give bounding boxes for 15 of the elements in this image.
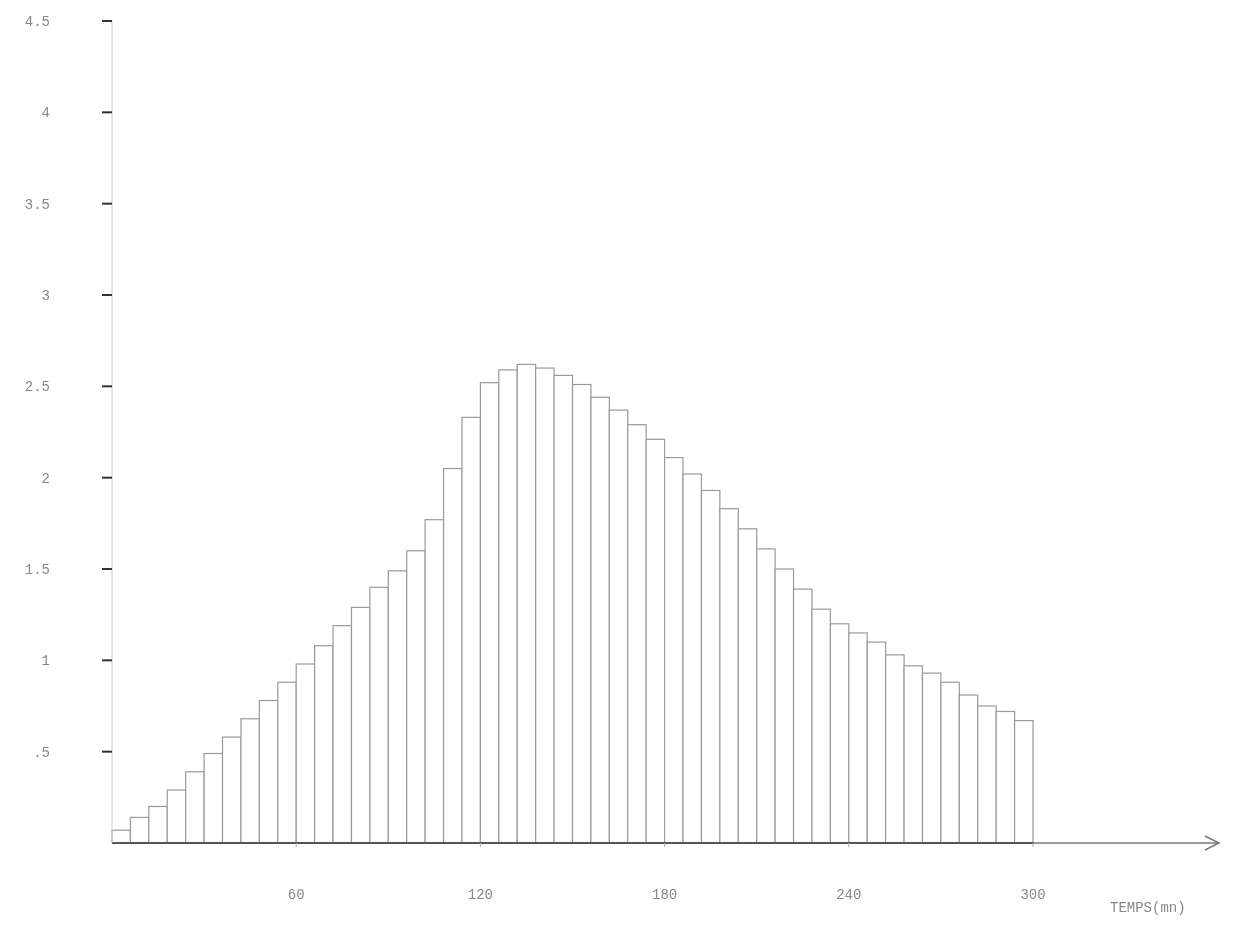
y-tick-label: .5 bbox=[33, 744, 50, 761]
y-tick-label: 2.5 bbox=[24, 379, 50, 396]
x-tick-label: 180 bbox=[651, 886, 678, 903]
x-tick-label: 60 bbox=[287, 886, 305, 903]
y-tick-label: 4 bbox=[41, 105, 50, 122]
y-tick-label: 2 bbox=[41, 470, 50, 487]
y-tick-label: 1.5 bbox=[24, 561, 50, 578]
y-tick-label: 4.5 bbox=[24, 13, 50, 30]
x-tick-label: 120 bbox=[467, 886, 494, 903]
y-tick-label: 3.5 bbox=[24, 196, 50, 213]
x-axis-title: TEMPS(mn) bbox=[1110, 900, 1186, 916]
x-tick-label: 300 bbox=[1020, 886, 1046, 903]
x-tick-label: 240 bbox=[836, 886, 862, 903]
y-tick-label: 1 bbox=[41, 653, 50, 670]
y-tick-label: 3 bbox=[41, 287, 50, 304]
